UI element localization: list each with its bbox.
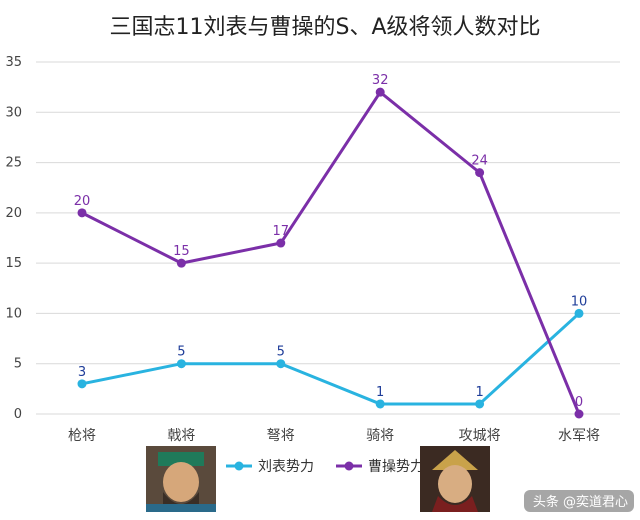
x-tick-label: 弩将 xyxy=(267,427,295,444)
cao-cao-portrait-icon xyxy=(420,446,490,512)
data-label: 1 xyxy=(475,385,483,400)
data-label: 5 xyxy=(277,345,285,360)
grid xyxy=(36,61,620,415)
series-line xyxy=(81,312,581,406)
watermark: 头条 @奕道君心 xyxy=(524,490,634,512)
data-label: 10 xyxy=(571,294,588,309)
data-point xyxy=(276,359,286,369)
data-point xyxy=(475,399,485,409)
data-point xyxy=(77,208,87,218)
x-tick-label: 攻城将 xyxy=(459,428,501,444)
series-layer: 3 5 5 1 1 10 20 15 17 32 24 0 xyxy=(74,73,588,419)
liu-biao-portrait-icon xyxy=(146,446,216,512)
legend-label: 刘表势力 xyxy=(258,459,314,475)
y-tick-label: 30 xyxy=(5,105,22,120)
legend-swatch-marker xyxy=(344,461,354,471)
data-point xyxy=(574,409,584,419)
y-tick-label: 35 xyxy=(5,55,22,70)
data-point xyxy=(176,359,186,369)
data-point xyxy=(276,238,286,248)
data-point xyxy=(375,399,385,409)
legend: 刘表势力 曹操势力 xyxy=(146,446,490,512)
data-label: 17 xyxy=(273,224,290,239)
y-tick-label: 5 xyxy=(14,357,22,372)
watermark-background xyxy=(524,490,634,512)
data-point xyxy=(475,168,485,178)
x-tick-label: 戟将 xyxy=(167,428,195,444)
x-tick-label: 水军将 xyxy=(558,428,600,444)
legend-label: 曹操势力 xyxy=(368,459,424,475)
data-label: 15 xyxy=(173,244,190,259)
legend-entry-1: 曹操势力 xyxy=(336,459,424,475)
data-label: 1 xyxy=(376,385,384,400)
data-label: 32 xyxy=(372,73,389,88)
y-tick-label: 15 xyxy=(5,256,22,271)
y-tick-label: 20 xyxy=(5,206,22,221)
data-point xyxy=(574,308,584,318)
data-label: 24 xyxy=(471,154,488,169)
watermark-text: 头条 @奕道君心 xyxy=(533,494,628,510)
series-0: 3 5 5 1 1 10 xyxy=(77,294,588,409)
series-line xyxy=(81,90,581,415)
chart-title: 三国志11刘表与曹操的S、A级将领人数对比 xyxy=(109,15,540,40)
x-tick-label: 骑将 xyxy=(366,428,394,444)
data-label: 3 xyxy=(78,365,86,380)
legend-swatch-marker xyxy=(234,461,244,471)
data-point xyxy=(375,87,385,97)
data-label: 0 xyxy=(575,395,583,410)
x-tick-label: 枪将 xyxy=(68,427,96,444)
data-label: 20 xyxy=(74,194,91,209)
y-tick-label: 25 xyxy=(5,156,22,171)
data-label: 5 xyxy=(177,345,185,360)
data-point xyxy=(176,258,186,268)
y-tick-label: 10 xyxy=(5,306,22,321)
y-tick-label: 0 xyxy=(14,407,22,422)
legend-entry-0: 刘表势力 xyxy=(226,459,314,475)
data-point xyxy=(77,379,87,389)
